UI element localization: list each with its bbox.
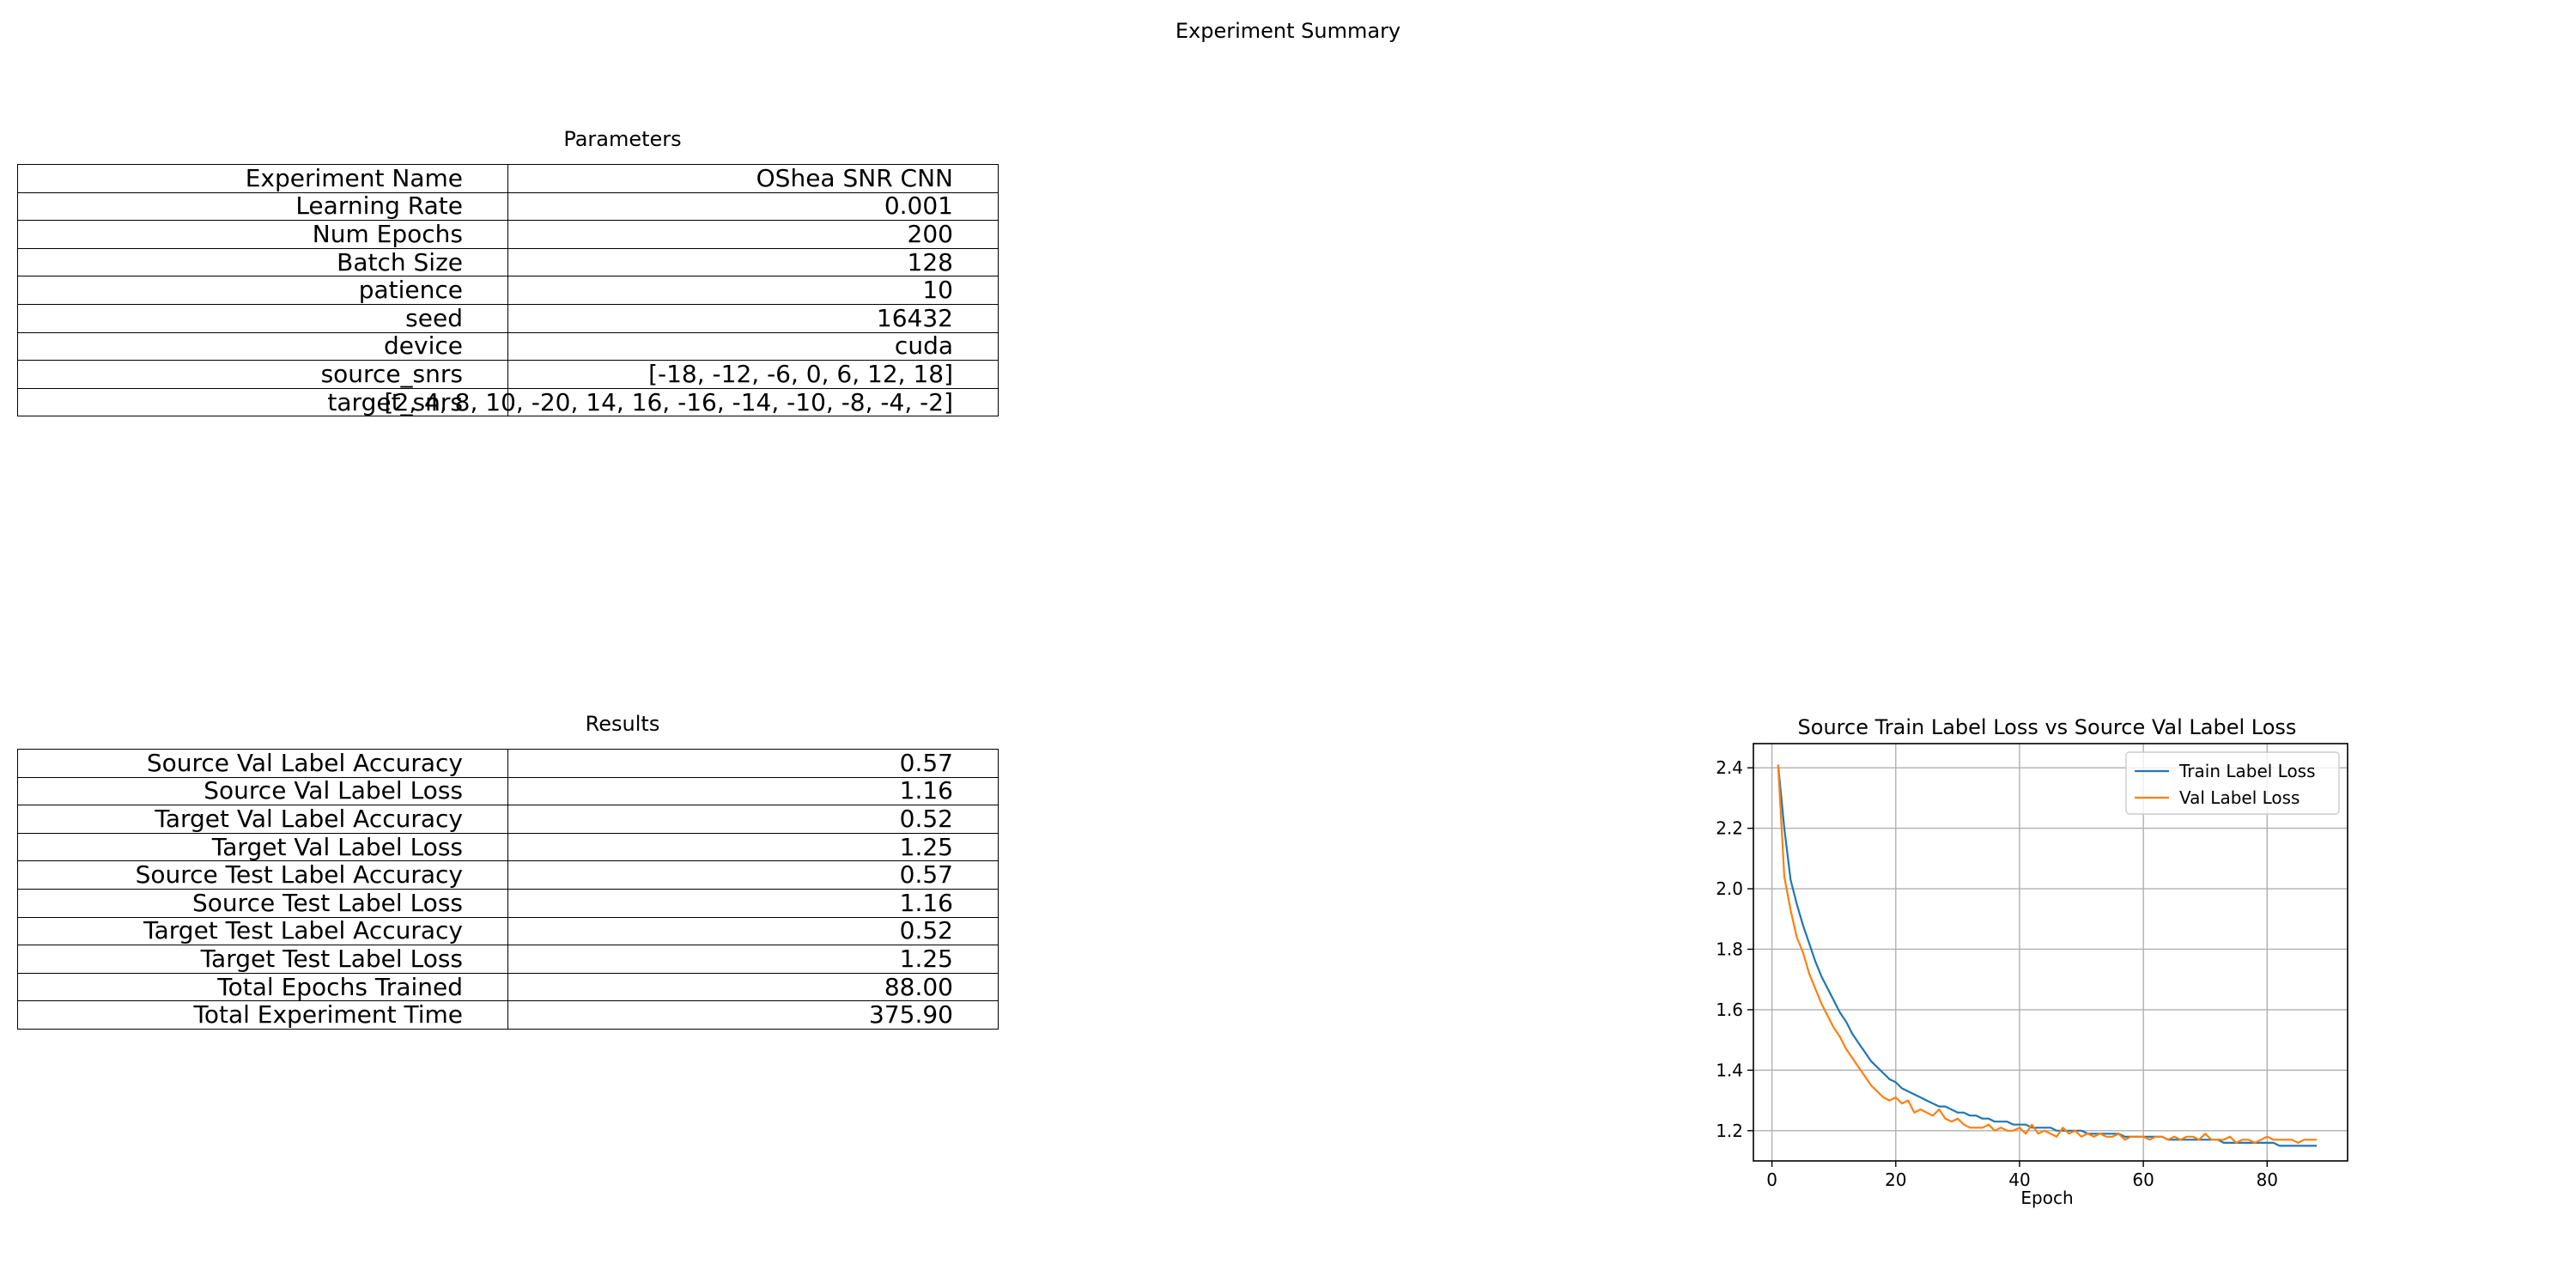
legend-label: Train Label Loss bbox=[2178, 761, 2316, 781]
row-key: seed bbox=[17, 303, 508, 333]
row-value: 128 bbox=[507, 247, 999, 277]
row-key: Total Epochs Trained bbox=[17, 972, 508, 1002]
table-row: Experiment Name OShea SNR CNN bbox=[17, 164, 999, 193]
x-tick-label: 20 bbox=[1885, 1170, 1906, 1190]
row-value: [2, 4, 8, 10, -20, 14, 16, -16, -14, -10… bbox=[385, 387, 999, 417]
row-key: Source Test Label Accuracy bbox=[17, 860, 508, 890]
row-value: 200 bbox=[507, 220, 999, 249]
row-value: 10 bbox=[507, 276, 999, 305]
table-row: target_snrs [2, 4, 8, 10, -20, 14, 16, -1… bbox=[17, 387, 999, 417]
row-value: 0.57 bbox=[507, 749, 999, 778]
y-tick-label: 1.2 bbox=[1716, 1121, 1743, 1141]
row-key: Target Val Label Accuracy bbox=[17, 805, 508, 834]
y-tick-label: 2.4 bbox=[1716, 757, 1743, 778]
row-key: Source Test Label Loss bbox=[17, 888, 508, 918]
row-value: 0.52 bbox=[507, 805, 999, 834]
row-value: OShea SNR CNN bbox=[507, 164, 999, 193]
y-tick-label: 1.4 bbox=[1716, 1060, 1743, 1080]
table-row: Target Val Label Accuracy 0.52 bbox=[17, 805, 999, 834]
row-key: Num Epochs bbox=[17, 220, 508, 249]
plot-frame bbox=[1753, 743, 2348, 1162]
x-tick-label: 60 bbox=[2132, 1170, 2154, 1190]
row-key: Target Test Label Accuracy bbox=[17, 916, 508, 946]
parameters-title: Parameters bbox=[563, 127, 682, 151]
x-tick-label: 80 bbox=[2257, 1170, 2278, 1190]
chart-axes: 0 20 40 60 80 1.2 1.4 1.6 1.8 2.0 2.2 2.4 bbox=[1716, 743, 2348, 1190]
chart-title: Source Train Label Loss vs Source Val La… bbox=[1798, 715, 2297, 739]
table-row: Target Test Label Accuracy 0.52 bbox=[17, 916, 999, 946]
table-row: Source Test Label Loss 1.16 bbox=[17, 888, 999, 918]
row-key: Total Experiment Time bbox=[17, 1000, 508, 1030]
y-tick-label: 1.8 bbox=[1716, 939, 1743, 959]
row-value: 1.16 bbox=[507, 776, 999, 806]
table-row: Source Val Label Accuracy 0.57 bbox=[17, 749, 999, 778]
results-title: Results bbox=[585, 712, 660, 736]
table-row: Batch Size 128 bbox=[17, 247, 999, 277]
x-axis-label: Epoch bbox=[2020, 1188, 2073, 1208]
y-tick-label: 2.0 bbox=[1716, 878, 1743, 899]
legend-box bbox=[2125, 751, 2340, 815]
parameters-table: Experiment Name OShea SNR CNN Learning Rat… bbox=[17, 164, 999, 417]
row-value: 0.52 bbox=[507, 916, 999, 946]
chart-series bbox=[1777, 764, 2317, 1147]
series-line-train bbox=[1777, 764, 2317, 1147]
table-row: source_snrs [-18, -12, -6, 0, 6, 12, 18] bbox=[17, 360, 999, 389]
row-value: 88.00 bbox=[507, 972, 999, 1002]
results-table: Source Val Label Accuracy 0.57 Source Val … bbox=[17, 749, 999, 1030]
table-row: Total Experiment Time 375.90 bbox=[17, 1000, 999, 1030]
table-row: Source Val Label Loss 1.16 bbox=[17, 776, 999, 806]
figure-title: Experiment Summary bbox=[1175, 19, 1401, 43]
table-row: Target Test Label Loss 1.25 bbox=[17, 945, 999, 974]
table-row: patience 10 bbox=[17, 276, 999, 305]
row-key: Source Val Label Loss bbox=[17, 776, 508, 806]
row-value-overflow: [2, 4, 8, 10, -20, 14, 16, -16, -14, -10… bbox=[384, 387, 953, 416]
x-tick-label: 0 bbox=[1766, 1170, 1777, 1190]
row-key: target_snrs bbox=[17, 387, 508, 417]
chart-legend: Train Label Loss Val Label Loss bbox=[2125, 751, 2340, 815]
row-key: Experiment Name bbox=[17, 164, 508, 193]
x-tick-label: 40 bbox=[2008, 1170, 2030, 1190]
table-row: Target Val Label Loss 1.25 bbox=[17, 832, 999, 862]
row-value: 375.90 bbox=[507, 1000, 999, 1030]
row-value: 1.25 bbox=[507, 832, 999, 862]
row-value: [-18, -12, -6, 0, 6, 12, 18] bbox=[507, 360, 999, 389]
row-key: Batch Size bbox=[17, 247, 508, 277]
y-tick-label: 1.6 bbox=[1716, 999, 1743, 1020]
table-row: Num Epochs 200 bbox=[17, 220, 999, 249]
row-value: 0.57 bbox=[507, 860, 999, 890]
series-line-val bbox=[1777, 764, 2317, 1145]
legend-label: Val Label Loss bbox=[2179, 787, 2300, 808]
y-tick-label: 2.2 bbox=[1716, 818, 1743, 839]
row-key: Source Val Label Accuracy bbox=[17, 749, 508, 778]
table-row: Source Test Label Accuracy 0.57 bbox=[17, 860, 999, 890]
row-key: patience bbox=[17, 276, 508, 305]
table-row: Total Epochs Trained 88.00 bbox=[17, 972, 999, 1002]
row-value: 1.16 bbox=[507, 888, 999, 918]
row-value: 1.25 bbox=[507, 945, 999, 974]
